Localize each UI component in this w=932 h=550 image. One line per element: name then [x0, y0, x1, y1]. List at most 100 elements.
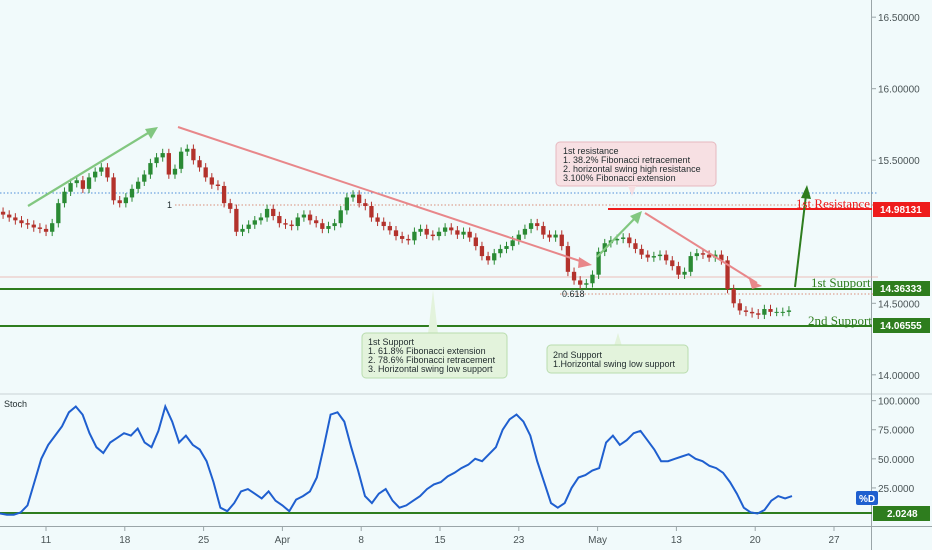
candle-body: [172, 168, 178, 175]
candle-body: [13, 217, 18, 221]
price-tick-label: 16.50000: [878, 13, 920, 24]
candle-body: [74, 180, 79, 184]
candle-body: [271, 208, 276, 217]
candle-body: [393, 230, 399, 237]
candle-body: [7, 214, 12, 218]
candle-body: [424, 228, 429, 235]
candle-body: [663, 254, 669, 261]
candle-body: [725, 260, 730, 289]
candle-body: [627, 237, 632, 244]
candle-body: [215, 184, 221, 186]
candle-body: [528, 223, 534, 229]
candle-body: [105, 167, 110, 178]
svg-text:14.36333: 14.36333: [880, 284, 922, 295]
candle-body: [743, 310, 749, 312]
candle-body: [307, 214, 313, 221]
resistance-callout: 1st resistance 1. 38.2% Fibonacci retrac…: [555, 141, 717, 196]
candle-body: [436, 231, 442, 237]
support-2-price-tag: 14.06555: [873, 318, 930, 333]
candle-body: [522, 228, 528, 235]
svg-text:14.98131: 14.98131: [880, 205, 922, 216]
candle-body: [258, 217, 264, 221]
candle-body: [706, 254, 712, 258]
up-arrow-left: [27, 127, 158, 207]
candle-body: [584, 283, 589, 285]
support-1-callout-line-3: 2. 78.6% Fibonacci retracement: [368, 355, 496, 365]
candle-body: [700, 253, 706, 255]
candle-body: [338, 210, 343, 224]
stoch-tick-label: 75.0000: [878, 426, 915, 437]
candle-body: [117, 200, 122, 204]
time-tick-label: 15: [434, 535, 446, 546]
support-1-callout-line-2: 1. 61.8% Fibonacci extension: [368, 346, 486, 356]
price-axis[interactable]: 16.50000 16.00000 15.50000 14.50000 14.00000: [872, 13, 920, 382]
candle-body: [621, 237, 626, 239]
time-tick-label: 23: [513, 535, 525, 546]
candle-body: [62, 191, 67, 204]
candle-body: [651, 256, 657, 258]
candle-body: [516, 234, 521, 241]
candle-body: [449, 227, 454, 231]
candle-body: [344, 197, 350, 211]
stoch-line: [0, 403, 793, 516]
support-1-callout-line-1: 1st Support: [368, 337, 415, 347]
candle-body: [381, 221, 386, 227]
stoch-d-badge[interactable]: %D: [856, 491, 878, 505]
candle-body: [559, 234, 564, 247]
candle-body: [762, 309, 767, 315]
candle-body: [639, 248, 644, 255]
candle-body: [37, 227, 43, 229]
candle-body: [614, 238, 620, 241]
time-tick-label: 8: [358, 535, 364, 546]
candle-body: [688, 256, 693, 272]
candle-body: [676, 266, 681, 275]
candle-body: [375, 217, 380, 222]
candle-body: [442, 227, 448, 232]
candle-body: [461, 231, 466, 235]
stoch-axis[interactable]: 100.0000 75.0000 50.0000 25.0000: [872, 397, 920, 495]
candle-body: [142, 174, 147, 182]
candle-body: [123, 197, 129, 204]
candle-body: [749, 311, 755, 314]
candle-body: [43, 228, 49, 232]
candle-body: [332, 223, 337, 227]
stoch-indicator-name[interactable]: Stoch: [4, 399, 27, 409]
fib-marker-0618: 0.618: [562, 289, 585, 299]
time-tick-label: May: [588, 535, 607, 546]
candle-body: [283, 223, 288, 225]
candle-body: [498, 248, 503, 254]
candle-body: [178, 151, 184, 169]
time-axis[interactable]: 11 18 25 Apr 8 15 23 May 13 20 27: [41, 527, 840, 546]
candle-body: [571, 271, 577, 281]
candle-body: [197, 160, 202, 168]
candle-body: [289, 224, 294, 227]
candle-body: [19, 220, 24, 224]
candle-body: [412, 231, 417, 241]
candle-body: [93, 171, 98, 178]
resistance-callout-line-2: 1. 38.2% Fibonacci retracement: [563, 155, 691, 165]
price-candles: [0, 144, 792, 320]
support-1-callout-line-4: 3. Horizontal swing low support: [368, 364, 493, 374]
candle-body: [596, 251, 601, 275]
candle-body: [504, 246, 509, 249]
candle-body: [406, 238, 411, 241]
candle-body: [485, 256, 491, 261]
time-tick-label: 20: [750, 535, 762, 546]
candle-body: [387, 226, 393, 231]
support-2-label: 2nd Support: [808, 313, 872, 328]
resistance-callout-line-3: 2. horizontal swing high resistance: [563, 164, 701, 174]
candle-body: [295, 217, 300, 227]
candle-body: [418, 228, 423, 232]
candle-body: [430, 234, 435, 237]
candle-body: [191, 148, 196, 161]
candle-body: [786, 310, 792, 312]
support-1-callout: 1st Support 1. 61.8% Fibonacci extension…: [361, 290, 508, 379]
candle-body: [50, 223, 55, 232]
candle-body: [590, 274, 595, 284]
candle-body: [510, 240, 515, 247]
candle-body: [80, 180, 86, 189]
candle-body: [326, 226, 331, 229]
candle-body: [160, 153, 165, 158]
support-2-callout-line-1: 2nd Support: [553, 350, 603, 360]
